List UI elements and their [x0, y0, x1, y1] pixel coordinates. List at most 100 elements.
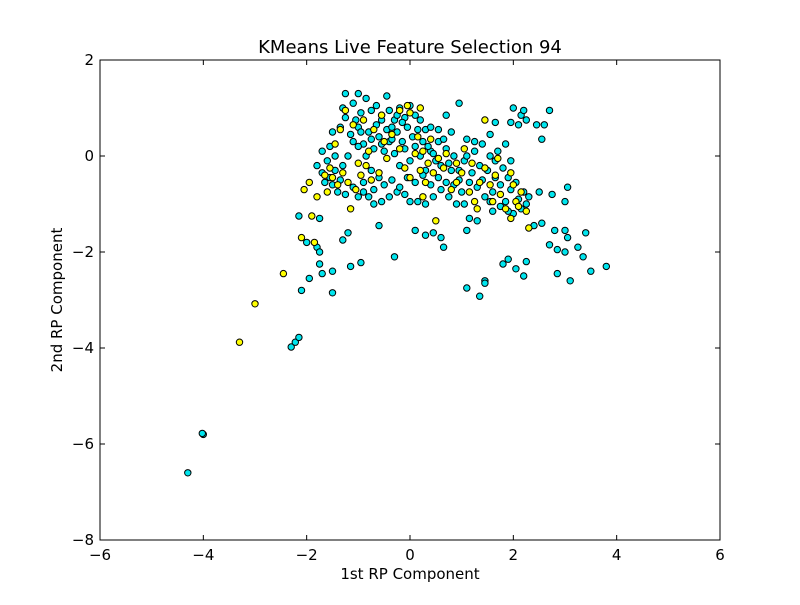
scatter-point — [499, 164, 507, 172]
scatter-point — [326, 164, 334, 172]
scatter-point — [336, 125, 344, 134]
x-tick-label: 4 — [612, 546, 622, 564]
y-tick-label: 2 — [84, 51, 94, 69]
scatter-point — [501, 205, 510, 213]
scatter-point — [455, 99, 463, 107]
scatter-point — [465, 178, 474, 187]
scatter-point — [476, 292, 484, 300]
scatter-point — [452, 178, 461, 187]
scatter-point — [365, 147, 373, 155]
y-tick-label: 0 — [84, 147, 94, 165]
scatter-point — [489, 197, 497, 206]
scatter-point — [538, 219, 546, 227]
scatter-point — [419, 137, 427, 146]
scatter-point — [566, 277, 574, 285]
scatter-point — [416, 116, 424, 124]
scatter-point — [445, 159, 453, 167]
scatter-point — [481, 164, 489, 172]
scatter-point — [486, 130, 494, 139]
scatter-point — [414, 197, 422, 206]
scatter-point — [463, 135, 471, 143]
scatter-point — [507, 169, 515, 177]
scatter-point — [507, 214, 515, 223]
scatter-point — [514, 121, 523, 129]
scatter-point — [522, 116, 530, 124]
scatter-point — [561, 197, 569, 206]
scatter-point — [315, 214, 324, 223]
scatter-point — [406, 173, 414, 182]
scatter-point — [362, 161, 370, 170]
plot-area-frame — [99, 59, 721, 541]
scatter-point — [486, 152, 494, 160]
scatter-point — [321, 178, 329, 187]
scatter-point — [437, 233, 445, 242]
axis-ticks: −6 −4 −2 0 2 4 6−8−6−4−202 — [72, 51, 725, 564]
scatter-point — [383, 154, 391, 163]
scatter-point — [509, 181, 517, 189]
scatter-point — [313, 193, 321, 201]
x-tick-label: −2 — [296, 546, 318, 564]
scatter-point — [437, 185, 445, 194]
scatter-point — [401, 164, 409, 172]
scatter-point — [357, 171, 365, 179]
scatter-point — [300, 185, 308, 194]
scatter-point — [339, 161, 347, 170]
scatter-point — [344, 152, 352, 160]
scatter-point — [331, 140, 339, 148]
scatter-point — [367, 135, 375, 143]
scatter-point — [357, 258, 365, 267]
scatter-point — [411, 178, 419, 187]
scatter-point — [468, 159, 476, 167]
scatter-point — [370, 185, 378, 194]
scatter-point — [403, 123, 412, 131]
scatter-point — [463, 152, 471, 160]
scatter-point — [563, 233, 572, 242]
scatter-point — [305, 274, 313, 283]
scatter-point — [514, 202, 523, 211]
scatter-point — [491, 171, 499, 179]
scatter-point — [538, 135, 546, 143]
scatter-point — [383, 92, 391, 100]
scatter-point — [303, 238, 311, 247]
scatter-point — [411, 226, 419, 235]
scatter-point — [375, 133, 383, 141]
scatter-point — [388, 130, 396, 139]
scatter-point — [481, 279, 489, 287]
scatter-point — [396, 106, 404, 115]
scatter-point — [563, 183, 572, 191]
scatter-point — [473, 205, 481, 213]
data-points — [184, 89, 610, 477]
scatter-point — [447, 166, 455, 175]
scatter-point — [354, 193, 362, 201]
scatter-point — [561, 248, 569, 256]
scatter-point — [198, 429, 207, 438]
scatter-point — [522, 257, 530, 266]
scatter-point — [372, 101, 381, 110]
scatter-point — [561, 226, 569, 235]
scatter-point — [328, 128, 337, 136]
scatter-point — [334, 181, 342, 189]
scatter-point — [235, 338, 244, 346]
scatter-point — [354, 89, 362, 98]
scatter-point — [310, 238, 319, 247]
scatter-point — [349, 137, 357, 146]
scatter-point — [367, 176, 375, 184]
scatter-point — [388, 176, 396, 184]
scatter-point — [367, 166, 375, 175]
scatter-point — [380, 181, 388, 189]
scatter-point — [458, 188, 466, 196]
scatter-point — [349, 121, 357, 129]
scatter-point — [375, 169, 383, 177]
scatter-point — [346, 205, 355, 213]
scatter-point — [535, 188, 543, 196]
scatter-point — [323, 157, 331, 165]
scatter-point — [295, 212, 303, 220]
scatter-point — [522, 200, 530, 208]
scatter-point — [540, 121, 548, 129]
scatter-point — [465, 188, 474, 196]
y-tick-label: −2 — [72, 243, 94, 261]
scatter-point — [489, 188, 497, 196]
x-tick-label: −6 — [89, 546, 111, 564]
scatter-point — [509, 104, 517, 112]
scatter-point — [295, 333, 303, 342]
